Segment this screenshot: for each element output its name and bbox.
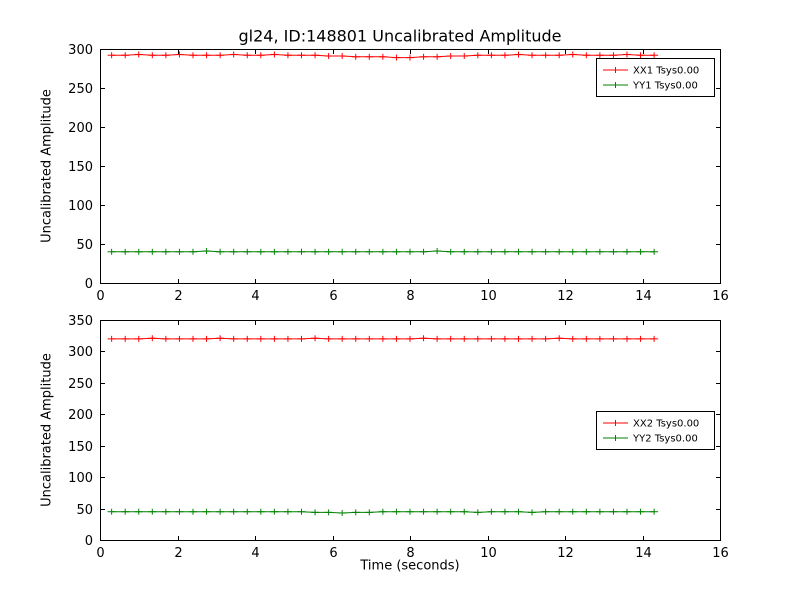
x-tick-label: 16 [712, 289, 729, 304]
x-tick-label: 8 [406, 546, 414, 561]
x-tick-label: 10 [480, 546, 497, 561]
y-tick-label: 200 [68, 408, 93, 423]
legend-label: XX2 Tsys0.00 [633, 419, 699, 430]
y-tick-label: 0 [85, 534, 93, 549]
y-tick-label: 150 [68, 160, 93, 175]
x-tick-label: 6 [329, 289, 337, 304]
x-tick-label: 12 [557, 546, 574, 561]
x-tick-label: 8 [406, 289, 414, 304]
y-axis-label-top: Uncalibrated Amplitude [39, 89, 55, 243]
x-tick-label: 4 [251, 289, 259, 304]
x-axis-label: Time (seconds) [360, 558, 460, 574]
y-tick-label: 0 [85, 277, 93, 292]
y-tick-label: 50 [76, 503, 93, 518]
axes-frame [100, 49, 721, 284]
x-tick-label: 10 [480, 289, 497, 304]
x-tick-label: 14 [635, 289, 652, 304]
y-tick-label: 300 [68, 345, 93, 360]
y-tick-label: 250 [68, 377, 93, 392]
x-tick-label: 0 [96, 546, 104, 561]
y-tick-label: 300 [68, 43, 93, 58]
x-tick-label: 14 [635, 546, 652, 561]
x-tick-label: 12 [557, 289, 574, 304]
legend-box [596, 411, 715, 450]
x-tick-label: 0 [96, 289, 104, 304]
y-tick-label: 150 [68, 440, 93, 455]
legend-label: YY1 Tsys0.00 [632, 81, 698, 92]
subplot-top: 0 2 4 6 8 10 12 14 16 0 50 100 150 200 250 300 XX1 Tsys0… [68, 43, 729, 304]
legend-box [596, 58, 715, 97]
x-tick-label: 4 [251, 546, 259, 561]
y-tick-label: 50 [76, 238, 93, 253]
y-tick-label: 100 [68, 199, 93, 214]
y-tick-label: 250 [68, 82, 93, 97]
axes-frame [100, 320, 721, 541]
x-tick-label: 2 [174, 289, 182, 304]
x-tick-label: 2 [174, 546, 182, 561]
legend-label: XX1 Tsys0.00 [633, 66, 699, 77]
y-tick-label: 100 [68, 471, 93, 486]
y-tick-label: 350 [68, 314, 93, 329]
x-tick-label: 16 [712, 546, 729, 561]
y-tick-label: 200 [68, 121, 93, 136]
legend-label: YY2 Tsys0.00 [632, 434, 698, 445]
y-axis-label-bottom: Uncalibrated Amplitude [39, 353, 55, 507]
subplot-bottom: 0 2 4 6 8 10 12 14 16 0 50 100 150 200 250 300 350 XX2 Ts… [68, 314, 729, 561]
x-tick-label: 6 [329, 546, 337, 561]
chart-title: gl24, ID:148801 Uncalibrated Amplitude [238, 26, 562, 46]
